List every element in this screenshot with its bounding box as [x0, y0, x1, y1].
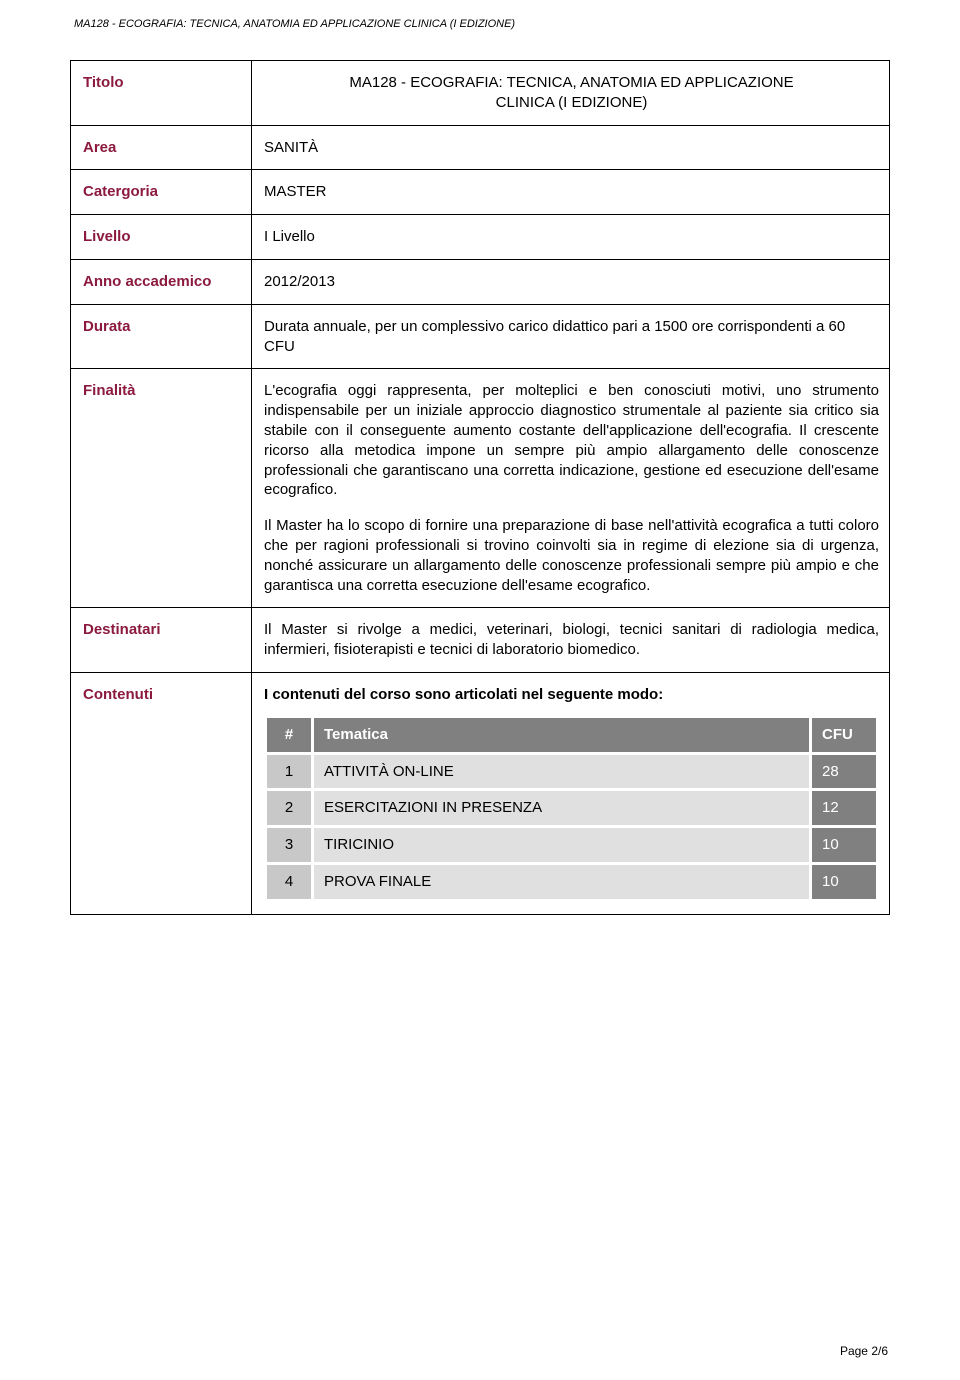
- course-info-table: Titolo MA128 - ECOGRAFIA: TECNICA, ANATO…: [70, 60, 890, 915]
- destinatari-text: Il Master si rivolge a medici, veterinar…: [264, 620, 879, 660]
- finalita-p1: L'ecografia oggi rappresenta, per moltep…: [264, 381, 879, 500]
- label-destinatari: Destinatari: [71, 608, 252, 673]
- titolo-line2: CLINICA (I EDIZIONE): [264, 93, 879, 113]
- cell-cfu: 28: [812, 755, 876, 789]
- col-cfu: CFU: [812, 718, 876, 752]
- row-contenuti: Contenuti I contenuti del corso sono art…: [71, 672, 890, 914]
- row-catergoria: Catergoria MASTER: [71, 170, 890, 215]
- cell-num: 4: [267, 865, 311, 899]
- value-destinatari: Il Master si rivolge a medici, veterinar…: [252, 608, 890, 673]
- cell-topic: PROVA FINALE: [314, 865, 809, 899]
- row-livello: Livello I Livello: [71, 215, 890, 260]
- value-catergoria: MASTER: [252, 170, 890, 215]
- label-durata: Durata: [71, 304, 252, 369]
- value-durata: Durata annuale, per un complessivo caric…: [252, 304, 890, 369]
- cell-topic: TIRICINIO: [314, 828, 809, 862]
- col-num: #: [267, 718, 311, 752]
- document-header: MA128 - ECOGRAFIA: TECNICA, ANATOMIA ED …: [70, 18, 890, 30]
- label-livello: Livello: [71, 215, 252, 260]
- table-row: 3TIRICINIO10: [267, 828, 876, 862]
- cell-num: 1: [267, 755, 311, 789]
- value-anno: 2012/2013: [252, 259, 890, 304]
- row-destinatari: Destinatari Il Master si rivolge a medic…: [71, 608, 890, 673]
- cell-num: 2: [267, 791, 311, 825]
- label-area: Area: [71, 125, 252, 170]
- row-finalita: Finalità L'ecografia oggi rappresenta, p…: [71, 369, 890, 608]
- cell-cfu: 12: [812, 791, 876, 825]
- row-durata: Durata Durata annuale, per un complessiv…: [71, 304, 890, 369]
- page-footer: Page 2/6: [840, 1344, 888, 1358]
- table-row: 4PROVA FINALE10: [267, 865, 876, 899]
- table-row: 1ATTIVITÀ ON-LINE28: [267, 755, 876, 789]
- contenuti-table: # Tematica CFU 1ATTIVITÀ ON-LINE282ESERC…: [264, 715, 879, 902]
- value-titolo: MA128 - ECOGRAFIA: TECNICA, ANATOMIA ED …: [252, 61, 890, 126]
- col-topic: Tematica: [314, 718, 809, 752]
- value-livello: I Livello: [252, 215, 890, 260]
- cell-num: 3: [267, 828, 311, 862]
- finalita-p2: Il Master ha lo scopo di fornire una pre…: [264, 516, 879, 595]
- label-catergoria: Catergoria: [71, 170, 252, 215]
- label-finalita: Finalità: [71, 369, 252, 608]
- value-finalita: L'ecografia oggi rappresenta, per moltep…: [252, 369, 890, 608]
- table-row: 2ESERCITAZIONI IN PRESENZA12: [267, 791, 876, 825]
- label-contenuti: Contenuti: [71, 672, 252, 914]
- contenuti-intro: I contenuti del corso sono articolati ne…: [264, 685, 879, 705]
- cell-cfu: 10: [812, 865, 876, 899]
- label-anno: Anno accademico: [71, 259, 252, 304]
- value-contenuti: I contenuti del corso sono articolati ne…: [252, 672, 890, 914]
- row-titolo: Titolo MA128 - ECOGRAFIA: TECNICA, ANATO…: [71, 61, 890, 126]
- value-area: SANITÀ: [252, 125, 890, 170]
- cell-cfu: 10: [812, 828, 876, 862]
- row-area: Area SANITÀ: [71, 125, 890, 170]
- cell-topic: ESERCITAZIONI IN PRESENZA: [314, 791, 809, 825]
- label-titolo: Titolo: [71, 61, 252, 126]
- row-anno: Anno accademico 2012/2013: [71, 259, 890, 304]
- titolo-line1: MA128 - ECOGRAFIA: TECNICA, ANATOMIA ED …: [264, 73, 879, 93]
- cell-topic: ATTIVITÀ ON-LINE: [314, 755, 809, 789]
